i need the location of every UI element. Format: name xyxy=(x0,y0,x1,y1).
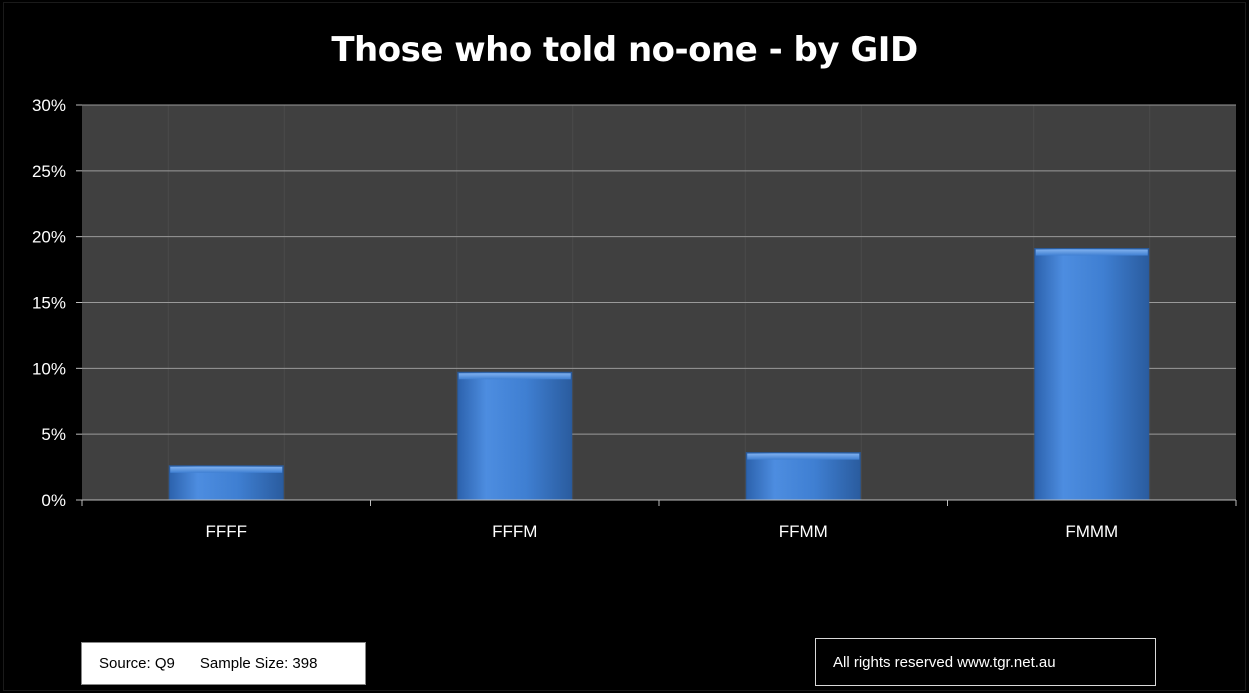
x-tick-label: FFFM xyxy=(492,522,537,541)
y-tick-label: 5% xyxy=(41,425,66,444)
bar-highlight xyxy=(170,466,283,473)
bar-ffff xyxy=(168,465,284,501)
bar xyxy=(745,452,861,501)
chart-title: Those who told no-one - by GID xyxy=(331,30,918,70)
x-tick-label: FFMM xyxy=(779,522,828,541)
x-tick-label: FFFF xyxy=(205,522,247,541)
source-note: Source: Q9 Sample Size: 398 xyxy=(81,642,366,685)
bar-fffm xyxy=(457,371,573,501)
bar-highlight xyxy=(747,453,860,460)
bar xyxy=(1034,248,1150,501)
rights-label: All rights reserved www.tgr.net.au xyxy=(833,653,1056,671)
y-tick-label: 0% xyxy=(41,491,66,510)
source-label: Source: Q9 xyxy=(99,655,175,672)
y-tick-label: 20% xyxy=(32,228,66,247)
y-tick-label: 30% xyxy=(32,96,66,115)
bar xyxy=(457,371,573,501)
bars xyxy=(168,248,1150,501)
copyright-note: All rights reserved www.tgr.net.au xyxy=(815,638,1156,686)
bar-fmmm xyxy=(1034,248,1150,501)
bar-ffmm xyxy=(745,452,861,501)
x-tick-label: FMMM xyxy=(1065,522,1118,541)
x-axis xyxy=(76,499,1237,506)
y-tick-label: 25% xyxy=(32,162,66,181)
y-tick-label: 10% xyxy=(32,359,66,378)
bar-highlight xyxy=(458,373,571,380)
bar-highlight xyxy=(1035,249,1148,256)
y-axis-tick-labels: 0% 5% 10% 15% 20% 25% 30% xyxy=(32,96,66,510)
y-tick-label: 15% xyxy=(32,294,66,313)
sample-size-label: Sample Size: 398 xyxy=(199,655,318,672)
x-axis-tick-labels: FFFF FFFM FFMM FMMM xyxy=(205,522,1118,541)
